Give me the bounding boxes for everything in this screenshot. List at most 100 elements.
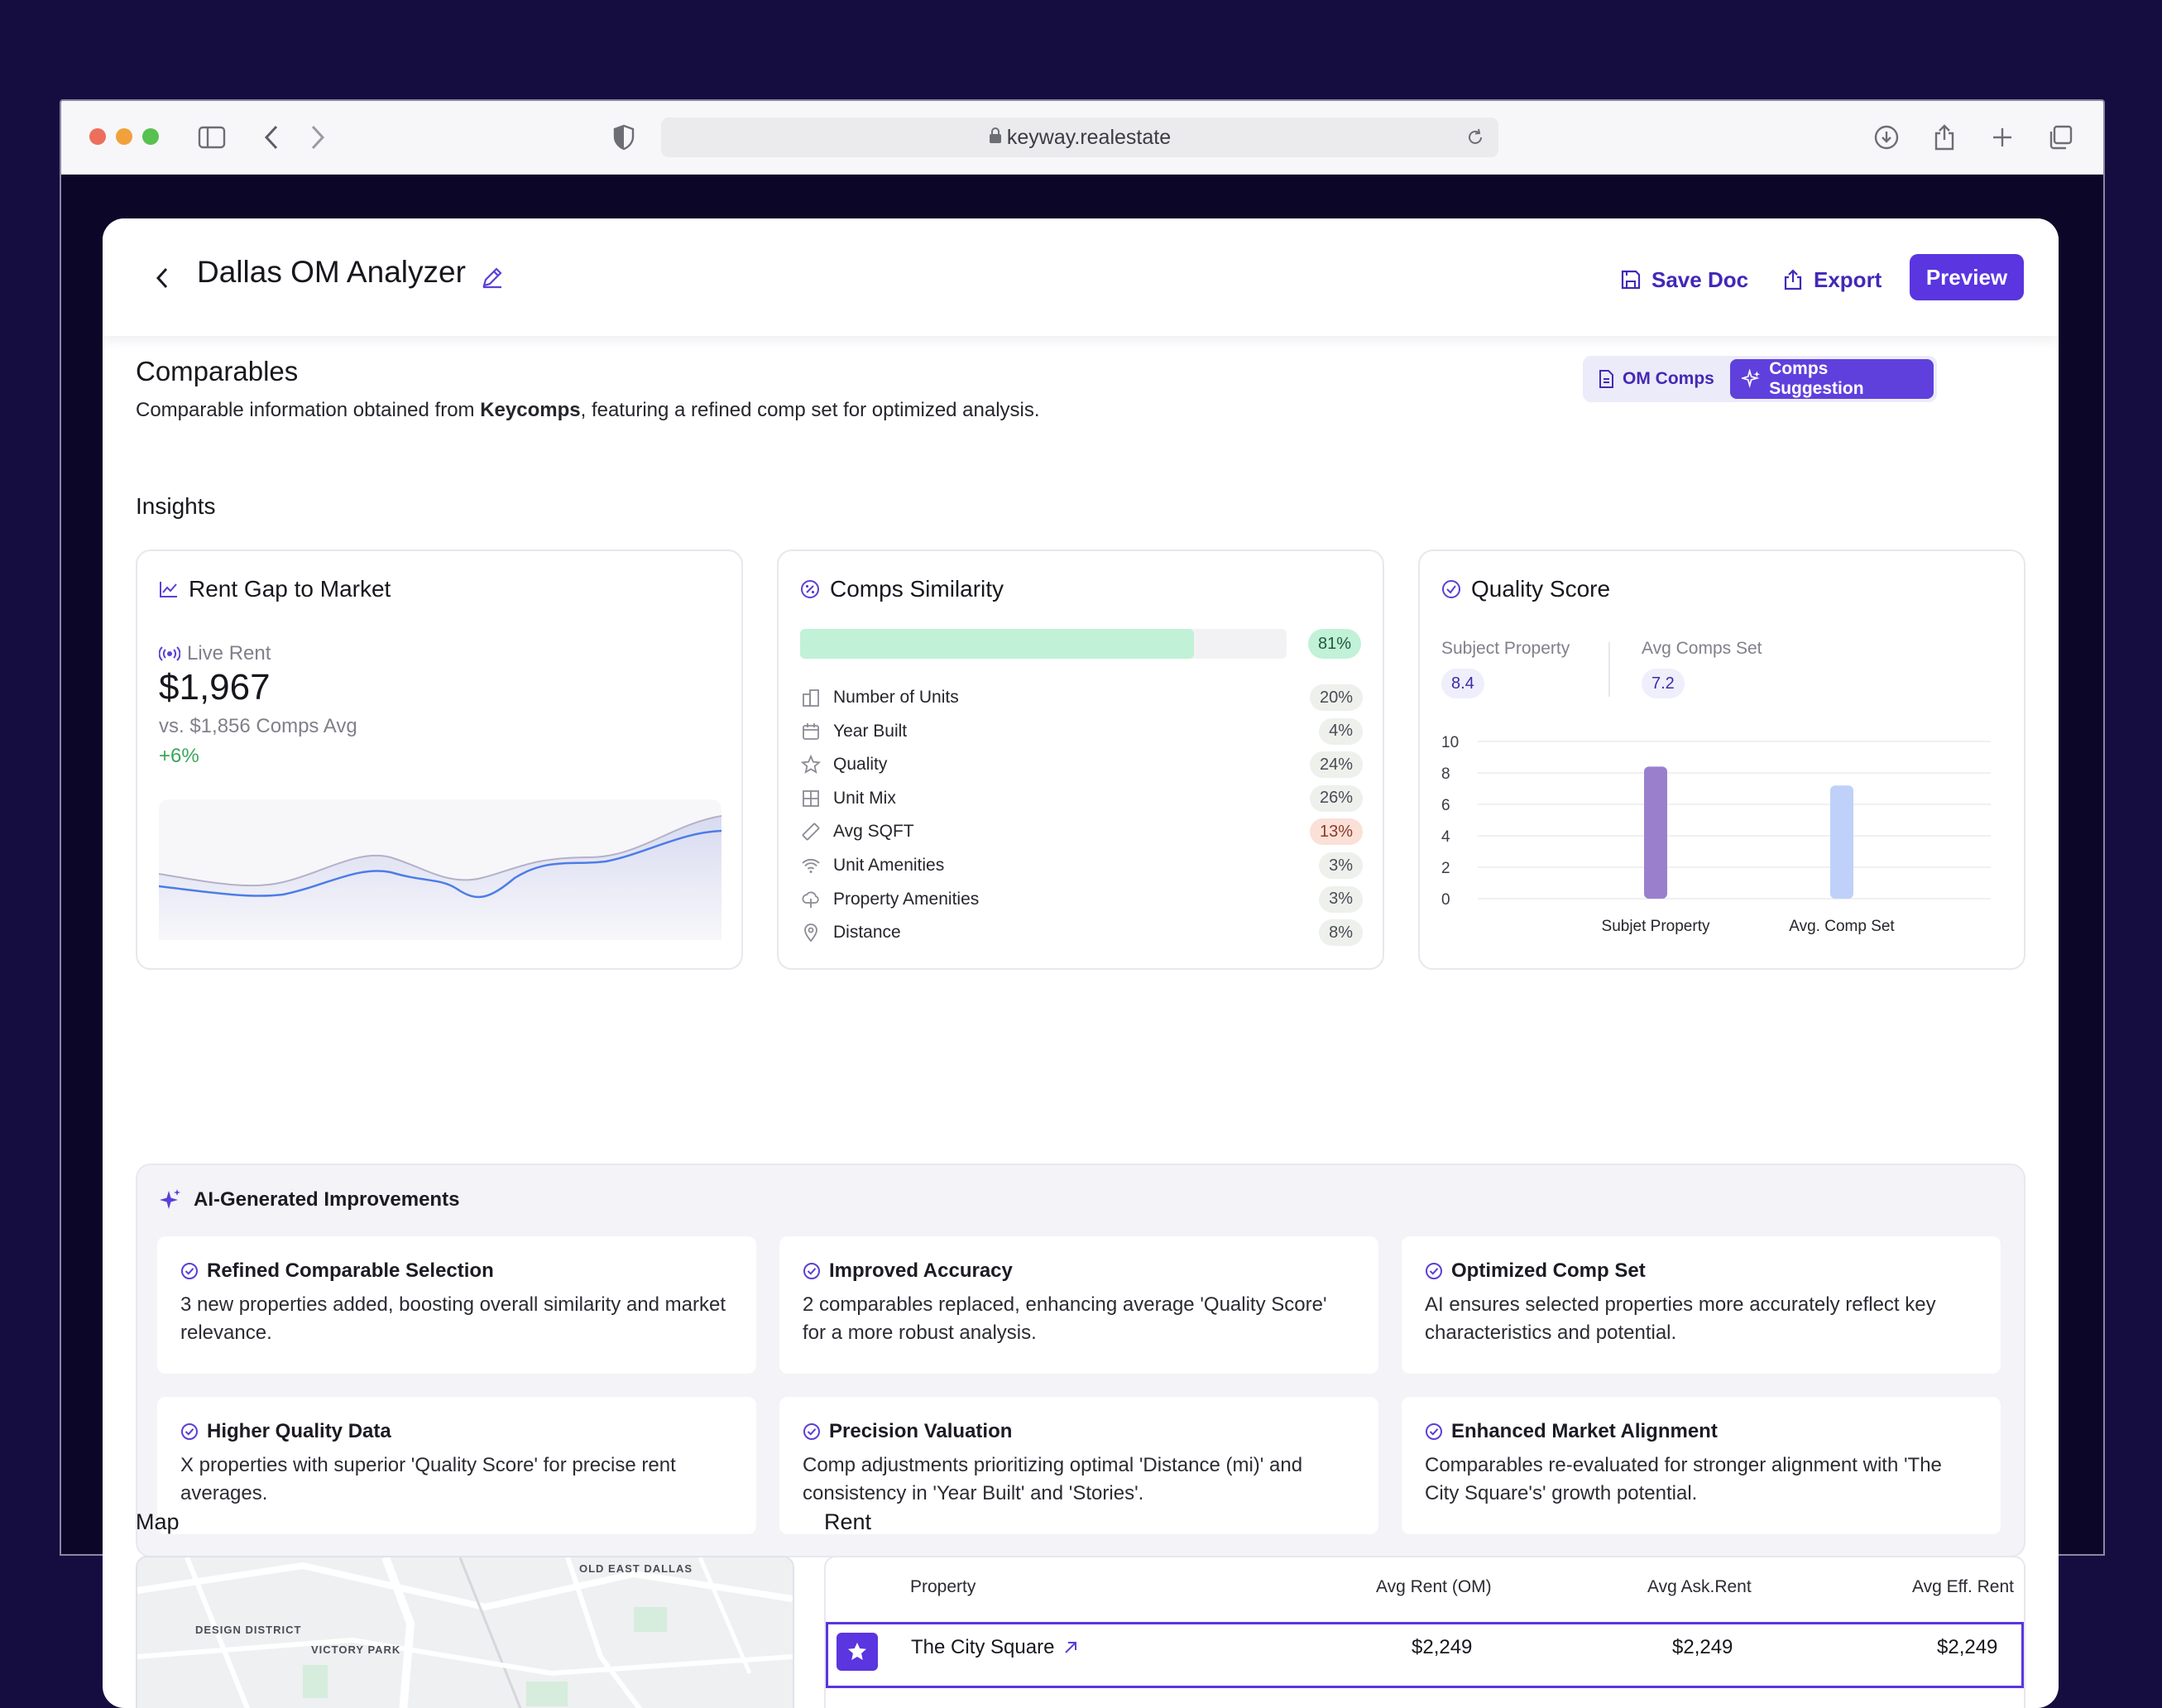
shield-icon[interactable] [607, 121, 640, 154]
tab-comps-suggestion[interactable]: Comps Suggestion [1730, 359, 1934, 399]
document-card: Dallas OM Analyzer Save Doc Export Previ… [103, 218, 2059, 1708]
similarity-row-label: Quality [833, 755, 888, 775]
avg-eff-rent-value: $2,249 [1937, 1636, 1998, 1658]
edit-title-icon[interactable] [480, 265, 505, 290]
similarity-row-value: 3% [1319, 885, 1363, 913]
similarity-row: Unit Mix 26% [800, 784, 1363, 813]
lock-icon [989, 126, 1002, 150]
improvement-card-text: Comparables re-evaluated for stronger al… [1425, 1454, 1942, 1504]
zoom-window-button[interactable] [142, 128, 159, 145]
col-avg-rent-om: Avg Rent (OM) [1376, 1577, 1492, 1596]
line-chart-icon [160, 582, 177, 597]
improvement-card: Improved Accuracy 2 comparables replaced,… [779, 1236, 1378, 1374]
similarity-row: Distance 8% [800, 919, 1363, 947]
save-doc-button[interactable]: Save Doc [1620, 263, 1748, 296]
map-view[interactable]: OLD EAST DALLAS DESIGN DISTRICT VICTORY … [136, 1556, 794, 1708]
improvement-card-title: Enhanced Market Alignment [1425, 1420, 1977, 1443]
broadcast-icon [159, 646, 180, 661]
comps-source-toggle: OM Comps Comps Suggestion [1583, 356, 1937, 402]
live-rent-label: Live Rent [159, 642, 271, 665]
similarity-row: Quality 24% [800, 751, 1363, 779]
y-tick-label: 2 [1441, 860, 1450, 877]
document-header: Dallas OM Analyzer Save Doc Export Previ… [103, 218, 2059, 336]
ai-improvements-title: AI-Generated Improvements [159, 1188, 459, 1211]
y-tick-label: 10 [1441, 734, 1459, 751]
map-label-victory-park: VICTORY PARK [311, 1643, 401, 1656]
col-avg-ask-rent: Avg Ask.Rent [1647, 1577, 1752, 1596]
improvement-card: Refined Comparable Selection 3 new proper… [157, 1236, 756, 1374]
similarity-row-label: Distance [833, 923, 901, 943]
check-circle-icon [1442, 580, 1460, 598]
url-text: keyway.realestate [1006, 125, 1172, 149]
document-icon [1599, 370, 1613, 388]
ruler-icon [800, 821, 822, 842]
comparables-title: Comparables [136, 356, 299, 386]
comps-avg-line [159, 815, 721, 887]
minimize-window-button[interactable] [116, 128, 132, 145]
back-button[interactable] [146, 261, 179, 295]
page-title: Dallas OM Analyzer [197, 255, 466, 289]
rent-title: Rent [824, 1509, 872, 1534]
check-circle-icon [803, 1263, 820, 1279]
check-circle-icon [1426, 1263, 1442, 1279]
close-window-button[interactable] [89, 128, 106, 145]
improvement-card-title: Optimized Comp Set [1425, 1259, 1977, 1283]
similarity-row-label: Property Amenities [833, 889, 980, 909]
nav-back-icon[interactable] [255, 121, 288, 154]
tab-overview-icon[interactable] [2044, 121, 2077, 154]
x-category-label: Avg. Comp Set [1789, 918, 1895, 935]
export-icon [1784, 269, 1802, 290]
preview-button[interactable]: Preview [1910, 254, 2024, 300]
tree-icon [800, 889, 822, 910]
live-rent-value: $1,967 [159, 667, 271, 708]
address-bar[interactable]: keyway.realestate [661, 118, 1498, 157]
live-rent-line [159, 829, 721, 899]
similarity-row-label: Number of Units [833, 688, 959, 707]
similarity-row: Unit Amenities 3% [800, 852, 1363, 880]
quality-bar-chart: 0 2 4 6 8 10 Subjet Property Avg. Comp Set [1441, 734, 1991, 935]
improvement-card-text: Comp adjustments prioritizing optimal 'D… [803, 1454, 1303, 1504]
improvement-card-title: Higher Quality Data [180, 1420, 733, 1443]
percent-badge-icon [801, 580, 819, 598]
share-icon[interactable] [1928, 121, 1961, 154]
table-row[interactable]: The City Square $2,249 $2,249 $2,249 [826, 1622, 2024, 1688]
comparables-subtitle: Comparable information obtained from Key… [136, 399, 1040, 421]
similarity-row-label: Avg SQFT [833, 822, 914, 842]
bar-subject-property[interactable] [1644, 766, 1667, 899]
score-divider [1608, 642, 1610, 697]
wifi-icon [800, 855, 822, 876]
property-name[interactable]: The City Square [911, 1636, 1079, 1659]
rent-table: Property Avg Rent (OM) Avg Ask.Rent Avg … [824, 1556, 2025, 1708]
new-tab-icon[interactable] [1986, 121, 2019, 154]
similarity-row-label: Year Built [833, 721, 908, 741]
subject-property-score: 8.4 [1441, 669, 1484, 698]
calendar-icon [800, 721, 822, 742]
map-title: Map [136, 1509, 180, 1534]
improvement-card-text: 2 comparables replaced, enhancing averag… [803, 1293, 1327, 1344]
x-category-label: Subjet Property [1602, 918, 1710, 935]
sidebar-toggle-icon[interactable] [195, 121, 228, 154]
map-label-design-district: DESIGN DISTRICT [195, 1624, 302, 1636]
building-icon [800, 687, 822, 708]
rent-gap-title: Rent Gap to Market [159, 576, 391, 602]
tab-om-comps[interactable]: OM Comps [1586, 359, 1728, 399]
bar-avg-comp-set[interactable] [1830, 785, 1853, 899]
y-tick-label: 4 [1441, 828, 1450, 846]
y-tick-label: 8 [1441, 765, 1450, 783]
check-circle-icon [803, 1423, 820, 1440]
export-button[interactable]: Export [1782, 263, 1882, 296]
similarity-row-label: Unit Mix [833, 788, 896, 808]
check-circle-icon [1426, 1423, 1442, 1440]
similarity-row-value: 4% [1319, 717, 1363, 745]
insights-title: Insights [136, 493, 216, 519]
check-circle-icon [181, 1423, 198, 1440]
reload-icon[interactable] [1464, 126, 1487, 149]
map-label-old-east-dallas: OLD EAST DALLAS [579, 1562, 693, 1575]
avg-comps-score: 7.2 [1642, 669, 1685, 698]
similarity-row: Property Amenities 3% [800, 885, 1363, 914]
nav-forward-icon[interactable] [301, 121, 334, 154]
downloads-icon[interactable] [1870, 121, 1903, 154]
similarity-row: Number of Units 20% [800, 684, 1363, 712]
improvement-card: Enhanced Market Alignment Comparables re-… [1402, 1397, 2001, 1534]
subject-star-icon [837, 1633, 878, 1671]
